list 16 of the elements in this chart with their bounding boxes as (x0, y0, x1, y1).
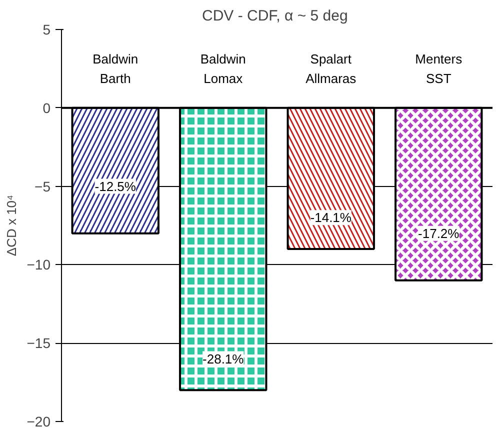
y-tick-label: −15 (26, 335, 51, 352)
y-tick-label: 0 (42, 100, 51, 116)
x-tick-label: Menters SST (415, 51, 463, 86)
y-tick-label: −5 (34, 178, 51, 194)
annotation: -28.1% (202, 351, 244, 366)
x-tick-label: Spalart Allmaras (306, 51, 357, 86)
annotation: -14.1% (310, 210, 352, 226)
y-tick-label: −20 (26, 414, 51, 430)
y-tick-label: −10 (26, 256, 51, 273)
y-tick-label: 5 (42, 22, 51, 38)
annotation: -17.2% (418, 226, 460, 241)
annotation: -12.5% (94, 178, 136, 194)
x-tick-label: Baldwin Lomax (200, 51, 246, 86)
chart-title: CDV - CDF, α ~ 5 deg (202, 8, 348, 24)
y-axis-title: ΔCD x 10⁴ (4, 194, 19, 256)
x-tick-label: Baldwin Barth (92, 51, 138, 86)
